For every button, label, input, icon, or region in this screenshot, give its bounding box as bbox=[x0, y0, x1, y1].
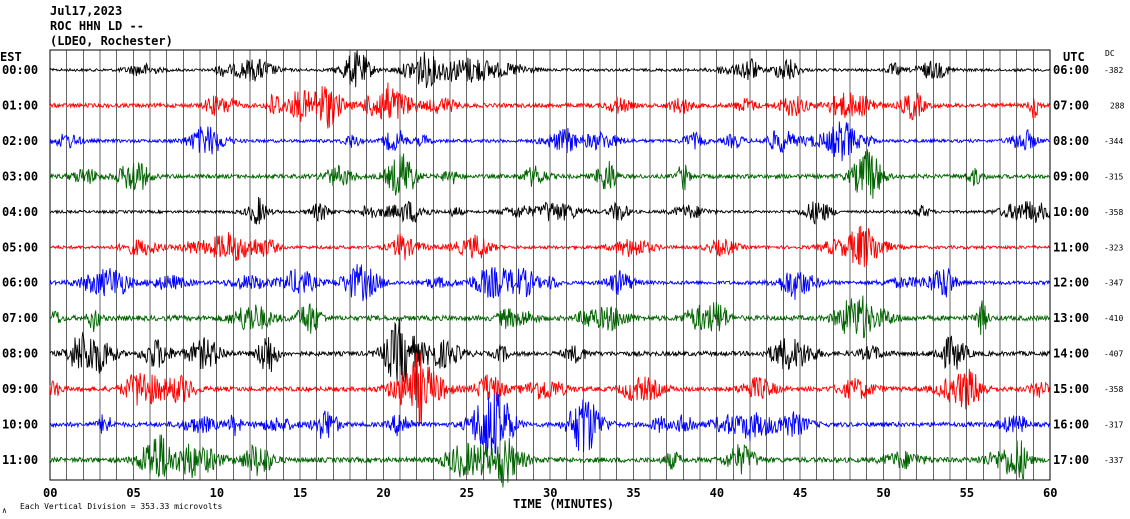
trace-row-1100 bbox=[49, 434, 1051, 488]
est-row-label: 08:00 bbox=[2, 347, 38, 361]
x-tick-label-20: 20 bbox=[376, 486, 390, 500]
seismic-traces bbox=[49, 50, 1051, 488]
trace-row-0500 bbox=[49, 225, 1051, 268]
dc-offset-label: -317 bbox=[1104, 421, 1123, 430]
utc-row-label: 13:00 bbox=[1053, 311, 1089, 325]
utc-row-label: 16:00 bbox=[1053, 418, 1089, 432]
dc-offset-label: -315 bbox=[1104, 172, 1123, 181]
dc-offset-label: -382 bbox=[1104, 66, 1123, 75]
x-tick-label-60: 60 bbox=[1043, 486, 1057, 500]
trace-row-0300 bbox=[49, 149, 1051, 199]
x-tick-label-05: 05 bbox=[126, 486, 140, 500]
dc-axis-title: DC bbox=[1105, 49, 1115, 58]
dc-offset-label: -337 bbox=[1104, 456, 1123, 465]
est-row-label: 11:00 bbox=[2, 453, 38, 467]
utc-row-label: 10:00 bbox=[1053, 205, 1089, 219]
chart-date: Jul17,2023 bbox=[50, 4, 122, 18]
x-axis-ticks: 00 05 10 15 20 25 30 35 40 45 50 55 60 bbox=[43, 486, 1057, 500]
chart-station: ROC HHN LD -- bbox=[50, 19, 144, 33]
x-tick-label-35: 35 bbox=[626, 486, 640, 500]
x-tick-label-10: 10 bbox=[210, 486, 224, 500]
est-row-label: 04:00 bbox=[2, 205, 38, 219]
est-row-label: 05:00 bbox=[2, 240, 38, 254]
x-tick-label-15: 15 bbox=[293, 486, 307, 500]
row-labels: 00:00 06:00 -382 01:00 07:00 288 02:00 08:00 -34… bbox=[2, 63, 1125, 467]
utc-row-label: 12:00 bbox=[1053, 276, 1089, 290]
dc-offset-label: 288 bbox=[1110, 101, 1125, 110]
est-row-label: 09:00 bbox=[2, 382, 38, 396]
chart-network: (LDEO, Rochester) bbox=[50, 34, 173, 48]
est-row-label: 01:00 bbox=[2, 98, 38, 112]
scale-note: Each Vertical Division = 353.33 microvol… bbox=[20, 502, 222, 511]
est-row-label: 03:00 bbox=[2, 169, 38, 183]
trace-row-0800 bbox=[49, 319, 1051, 384]
utc-row-label: 06:00 bbox=[1053, 63, 1089, 77]
trace-row-0400 bbox=[49, 196, 1051, 225]
est-row-label: 02:00 bbox=[2, 134, 38, 148]
dc-offset-label: -358 bbox=[1104, 385, 1123, 394]
utc-row-label: 17:00 bbox=[1053, 453, 1089, 467]
utc-row-label: 15:00 bbox=[1053, 382, 1089, 396]
dc-offset-label: -407 bbox=[1104, 350, 1123, 359]
est-row-label: 00:00 bbox=[2, 63, 38, 77]
trace-row-0900 bbox=[49, 352, 1051, 427]
grid-lines bbox=[66, 50, 1034, 480]
est-axis-title: EST bbox=[0, 50, 22, 64]
x-tick-label-25: 25 bbox=[460, 486, 474, 500]
trace-row-0100 bbox=[49, 82, 1051, 129]
x-tick-label-50: 50 bbox=[876, 486, 890, 500]
trace-row-1000 bbox=[49, 392, 1051, 456]
dc-offset-label: -410 bbox=[1104, 314, 1123, 323]
trace-row-0000 bbox=[49, 50, 1051, 89]
corner-mark: ∧ bbox=[2, 506, 7, 515]
x-tick-label-00: 00 bbox=[43, 486, 57, 500]
x-axis-label: TIME (MINUTES) bbox=[513, 497, 614, 511]
x-tick-label-40: 40 bbox=[710, 486, 724, 500]
est-row-label: 07:00 bbox=[2, 311, 38, 325]
utc-row-label: 09:00 bbox=[1053, 169, 1089, 183]
est-row-label: 06:00 bbox=[2, 276, 38, 290]
utc-row-label: 08:00 bbox=[1053, 134, 1089, 148]
dc-offset-label: -358 bbox=[1104, 208, 1123, 217]
x-tick-label-30: 30 bbox=[543, 486, 557, 500]
trace-row-0600 bbox=[49, 264, 1051, 302]
utc-row-label: 07:00 bbox=[1053, 98, 1089, 112]
dc-offset-label: -323 bbox=[1104, 243, 1123, 252]
utc-row-label: 11:00 bbox=[1053, 240, 1089, 254]
utc-row-label: 14:00 bbox=[1053, 347, 1089, 361]
utc-axis-title: UTC bbox=[1063, 50, 1085, 64]
x-tick-label-45: 45 bbox=[793, 486, 807, 500]
dc-offset-label: -344 bbox=[1104, 137, 1123, 146]
x-tick-label-55: 55 bbox=[960, 486, 974, 500]
est-row-label: 10:00 bbox=[2, 418, 38, 432]
dc-offset-label: -347 bbox=[1104, 279, 1123, 288]
trace-row-0200 bbox=[49, 121, 1051, 162]
trace-row-0700 bbox=[49, 295, 1051, 339]
